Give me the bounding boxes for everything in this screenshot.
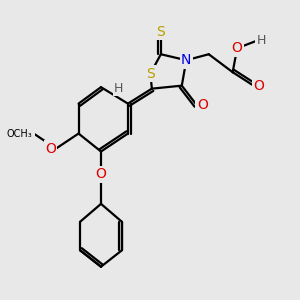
Text: O: O [197,98,208,112]
Text: O: O [232,41,243,55]
Text: O: O [254,79,265,93]
Text: H: H [114,82,123,95]
Text: S: S [157,25,165,39]
Text: N: N [181,53,191,67]
Text: O: O [96,167,106,182]
Text: OCH₃: OCH₃ [6,128,32,139]
Text: S: S [146,67,155,81]
Text: O: O [45,142,56,155]
Text: OCH₃: OCH₃ [8,128,34,139]
Text: H: H [256,34,266,47]
